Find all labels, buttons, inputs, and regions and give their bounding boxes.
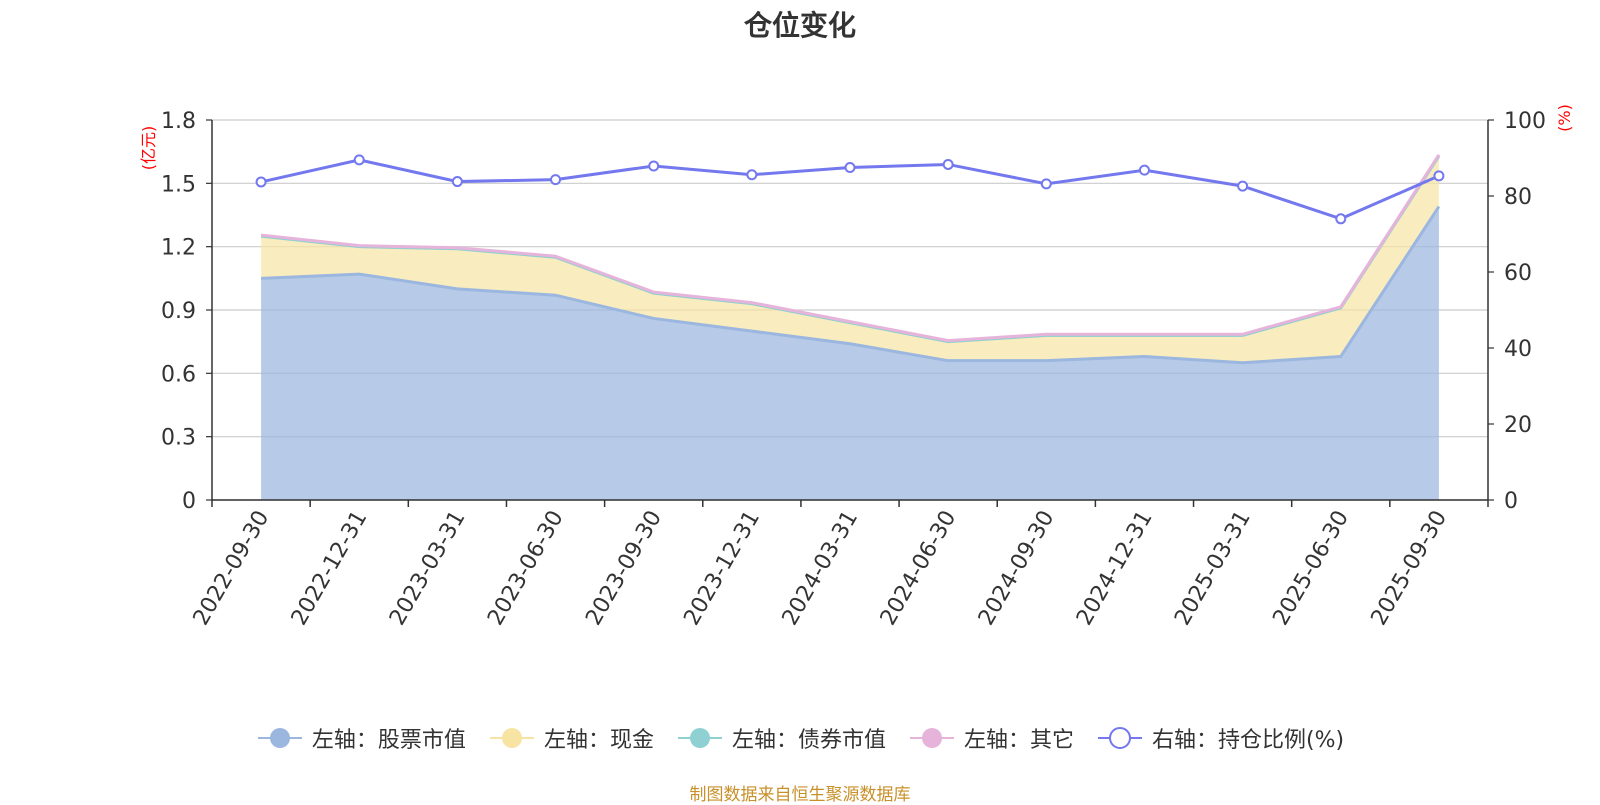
data-point xyxy=(255,176,267,188)
area-1 xyxy=(261,155,1439,363)
right-tick-label: 80 xyxy=(1504,185,1532,210)
data-point xyxy=(648,160,660,172)
data-point xyxy=(746,169,758,181)
x-tick-label: 2024-06-30 xyxy=(876,506,962,629)
right-axis-unit: (%) xyxy=(1555,104,1574,132)
legend-marker-icon xyxy=(909,728,954,748)
data-point xyxy=(1335,213,1347,225)
x-tick-label: 2023-03-31 xyxy=(385,507,471,630)
x-tick-label: 2024-03-31 xyxy=(778,507,864,630)
x-tick-label: 2023-09-30 xyxy=(581,507,667,630)
x-tick-label: 2025-09-30 xyxy=(1367,507,1453,630)
legend-marker-icon xyxy=(677,728,722,748)
chart-title: 仓位变化 xyxy=(743,9,856,42)
right-tick-label: 100 xyxy=(1504,109,1546,134)
left-tick-label: 1.2 xyxy=(161,236,196,261)
data-point xyxy=(1237,180,1249,192)
legend-item[interactable]: 左轴：现金 xyxy=(488,722,654,754)
right-tick-label: 20 xyxy=(1504,413,1532,438)
right-tick-label: 60 xyxy=(1504,261,1532,286)
data-point xyxy=(1040,178,1052,190)
legend-item[interactable]: 左轴：其它 xyxy=(908,722,1074,754)
legend: 左轴：股票市值 左轴：现金 左轴：债券市值 左轴：其它 右轴：持仓比例(%) xyxy=(0,722,1600,754)
legend-marker-icon xyxy=(489,728,534,748)
x-tick-label: 2025-03-31 xyxy=(1170,507,1256,630)
data-point xyxy=(844,162,856,173)
legend-label: 左轴：股票市值 xyxy=(311,728,466,753)
series-line-0 xyxy=(261,205,1441,365)
area-series xyxy=(261,155,1439,501)
x-tick-label: 2024-12-31 xyxy=(1072,507,1158,630)
chart-canvas: 0 0.3 0.6 0.9 1.2 1.5 1.8 0 20 40 60 80 100 2022-09-3… xyxy=(139,104,1574,630)
legend-label: 左轴：其它 xyxy=(963,728,1074,753)
data-point xyxy=(353,154,365,166)
legend-label: 左轴：债券市值 xyxy=(731,728,886,753)
series-line-3 xyxy=(260,154,1441,343)
data-point xyxy=(451,176,463,188)
x-tick-label: 2022-12-31 xyxy=(287,507,373,630)
legend-marker-icon xyxy=(257,728,302,748)
x-tick-label: 2025-06-30 xyxy=(1268,507,1354,630)
data-point xyxy=(550,174,562,186)
legend-item[interactable]: 右轴：持仓比例(%) xyxy=(1096,722,1344,754)
left-tick-label: 1.5 xyxy=(161,172,196,197)
left-tick-label: 1.8 xyxy=(161,109,196,134)
line-series xyxy=(255,154,1445,365)
legend-label: 左轴：现金 xyxy=(543,728,654,753)
source-note: 制图数据来自恒生聚源数据库 xyxy=(689,785,911,805)
legend-label: 右轴：持仓比例(%) xyxy=(1151,728,1345,753)
left-axis-unit: (亿元) xyxy=(139,126,158,171)
x-tick-label: 2023-12-31 xyxy=(679,507,765,630)
area-0 xyxy=(261,206,1439,501)
right-tick-label: 0 xyxy=(1504,489,1518,514)
legend-marker-icon xyxy=(1097,727,1142,749)
left-tick-label: 0 xyxy=(182,489,196,514)
legend-item[interactable]: 左轴：债券市值 xyxy=(676,722,886,754)
legend-item[interactable]: 左轴：股票市值 xyxy=(256,722,466,754)
right-tick-label: 40 xyxy=(1504,337,1532,362)
x-tick-label: 2024-09-30 xyxy=(974,507,1060,630)
x-tick-label: 2023-06-30 xyxy=(483,507,569,630)
data-point xyxy=(942,158,954,170)
left-tick-label: 0.6 xyxy=(161,362,196,387)
x-tick-label: 2022-09-30 xyxy=(189,507,275,630)
left-tick-label: 0.3 xyxy=(161,426,196,451)
data-point xyxy=(1433,170,1445,182)
left-tick-label: 0.9 xyxy=(161,299,196,324)
data-point xyxy=(1138,164,1150,176)
